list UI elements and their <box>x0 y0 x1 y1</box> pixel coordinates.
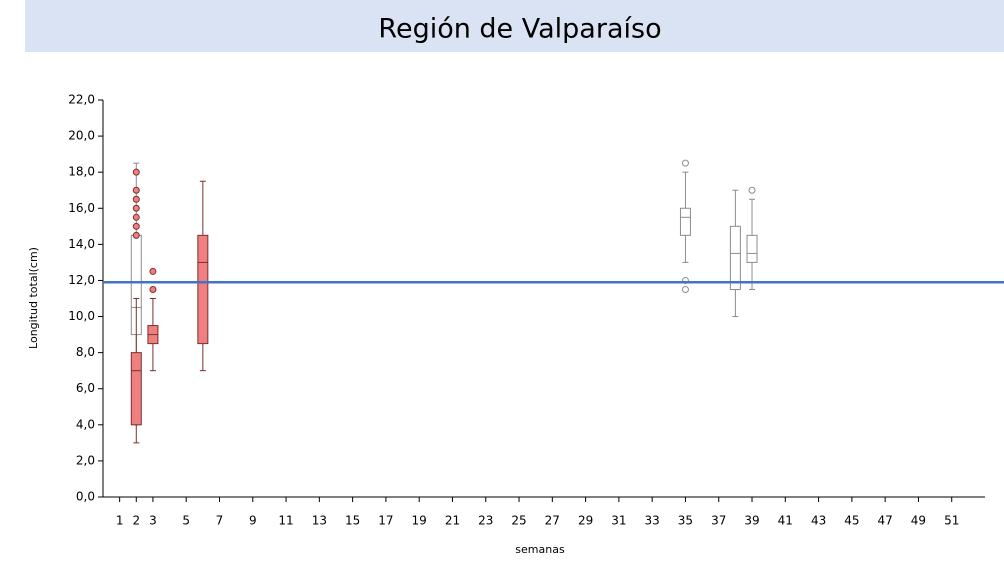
x-tick-label: 51 <box>944 514 959 528</box>
x-tick-label: 33 <box>645 514 660 528</box>
x-tick-label: 2 <box>132 514 140 528</box>
y-tick-label: 8,0 <box>76 345 95 359</box>
box <box>729 225 741 290</box>
y-tick-label: 22,0 <box>68 93 95 107</box>
y-tick-label: 6,0 <box>76 381 95 395</box>
x-tick-label: 29 <box>578 514 593 528</box>
x-tick-label: 9 <box>249 514 257 528</box>
outlier <box>149 285 157 293</box>
y-tick-label: 18,0 <box>68 165 95 179</box>
x-tick-label: 39 <box>744 514 759 528</box>
y-tick-label: 14,0 <box>68 237 95 251</box>
x-tick-label: 27 <box>545 514 560 528</box>
x-tick-label: 47 <box>878 514 893 528</box>
y-tick-label: 12,0 <box>68 273 95 287</box>
y-tick-label: 0,0 <box>76 490 95 504</box>
x-tick-label: 11 <box>278 514 293 528</box>
x-tick-label: 7 <box>216 514 224 528</box>
x-tick-label: 45 <box>844 514 859 528</box>
outlier <box>132 186 140 194</box>
title-banner <box>25 0 1004 52</box>
x-tick-label: 37 <box>711 514 726 528</box>
outlier <box>681 285 689 293</box>
outlier <box>132 168 140 176</box>
box <box>197 234 209 345</box>
outlier <box>132 231 140 239</box>
y-axis-label: Longitud total(cm) <box>27 247 40 349</box>
x-tick-label: 23 <box>478 514 493 528</box>
outlier <box>748 186 756 194</box>
x-tick-label: 5 <box>182 514 190 528</box>
outlier <box>132 213 140 221</box>
x-tick-label: 43 <box>811 514 826 528</box>
y-tick-label: 20,0 <box>68 129 95 143</box>
box <box>679 207 691 236</box>
x-tick-label: 35 <box>678 514 693 528</box>
chart-title: Región de Valparaíso <box>378 14 661 45</box>
x-tick-label: 19 <box>412 514 427 528</box>
outlier <box>681 159 689 167</box>
x-tick-label: 41 <box>778 514 793 528</box>
x-tick-label: 25 <box>511 514 526 528</box>
y-tick-label: 4,0 <box>76 417 95 431</box>
x-tick-label: 17 <box>378 514 393 528</box>
x-tick-label: 13 <box>312 514 327 528</box>
box <box>746 234 758 263</box>
outlier <box>132 222 140 230</box>
outlier <box>132 195 140 203</box>
x-tick-label: 3 <box>149 514 157 528</box>
y-tick-label: 16,0 <box>68 201 95 215</box>
outlier <box>132 204 140 212</box>
y-tick-label: 2,0 <box>76 453 95 467</box>
box <box>130 352 142 426</box>
x-tick-label: 31 <box>611 514 626 528</box>
x-axis-label: semanas <box>515 543 565 556</box>
y-tick-label: 10,0 <box>68 309 95 323</box>
x-tick-label: 21 <box>445 514 460 528</box>
outlier <box>149 267 157 275</box>
x-tick-label: 15 <box>345 514 360 528</box>
x-tick-label: 1 <box>116 514 124 528</box>
x-tick-label: 49 <box>911 514 926 528</box>
